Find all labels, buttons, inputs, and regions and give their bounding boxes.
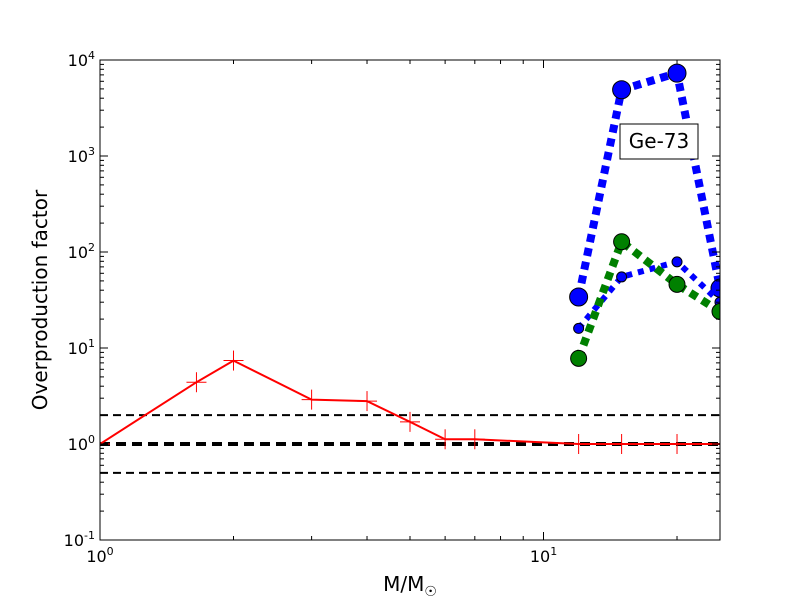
data-point <box>671 256 683 268</box>
series-line <box>574 235 720 360</box>
y-tick-label: 10-1 <box>64 529 95 550</box>
y-tick-label: 103 <box>68 145 95 166</box>
data-point <box>435 429 456 450</box>
data-point <box>570 349 588 367</box>
data-point <box>611 434 632 454</box>
data-point <box>667 434 688 454</box>
data-point <box>568 434 589 454</box>
annotation-box: Ge-73 <box>619 123 699 160</box>
y-tick-label: 100 <box>68 433 95 454</box>
x-tick-label: 101 <box>530 545 557 566</box>
data-point <box>711 303 720 320</box>
data-point <box>667 63 687 83</box>
data-point <box>186 372 207 393</box>
data-point <box>613 233 631 251</box>
data-point <box>668 275 686 293</box>
data-point <box>357 391 378 412</box>
y-axis-title: Overproduction factor <box>28 189 52 410</box>
y-tick-label: 104 <box>68 49 95 70</box>
y-tick-label: 102 <box>68 241 95 262</box>
data-point <box>569 287 589 307</box>
axis-ticks <box>99 59 720 541</box>
annotation-label: Ge-73 <box>629 129 689 153</box>
data-point <box>573 322 585 334</box>
data-point <box>612 80 632 100</box>
x-tick-label: 100 <box>86 545 113 566</box>
series-layer <box>100 63 720 454</box>
data-point <box>616 271 628 283</box>
series-line <box>576 258 720 331</box>
data-point <box>223 350 244 371</box>
data-point <box>400 411 420 432</box>
data-point <box>464 429 485 450</box>
x-axis-title: M/M☉ <box>383 572 437 600</box>
y-tick-label: 101 <box>68 337 95 358</box>
series-line <box>574 68 720 298</box>
data-point <box>301 389 322 410</box>
